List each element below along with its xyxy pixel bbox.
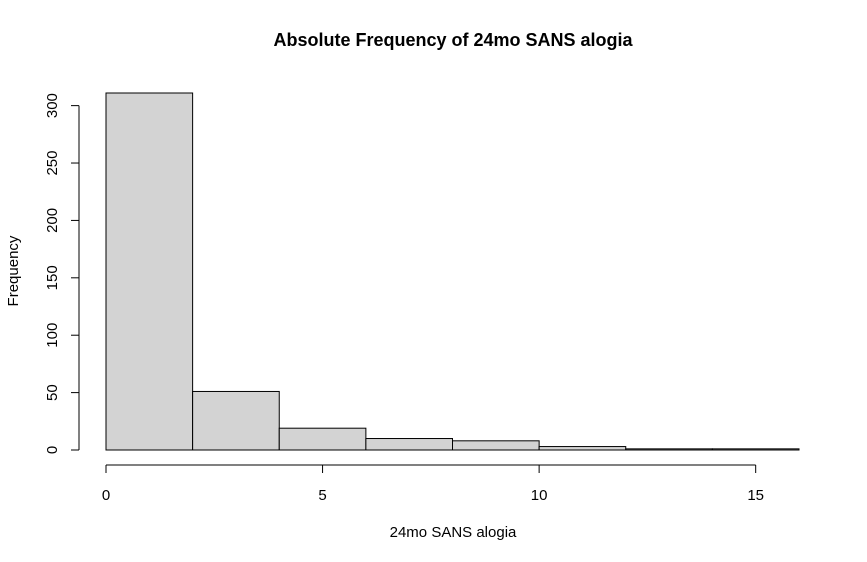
histogram-bar — [538, 446, 627, 451]
x-tick-label: 0 — [102, 487, 110, 504]
x-axis-label: 24mo SANS alogia — [390, 524, 517, 541]
y-axis: 0 50 100 150 200 250 300 — [44, 93, 80, 454]
y-tick-label: 50 — [44, 384, 61, 401]
histogram-bar — [278, 427, 367, 451]
x-tick-label: 5 — [318, 487, 326, 504]
histogram-bar — [625, 448, 713, 451]
x-tick-label: 15 — [747, 487, 764, 504]
x-tick-label: 10 — [531, 487, 548, 504]
y-tick-label: 300 — [44, 93, 61, 118]
chart-title: Absolute Frequency of 24mo SANS alogia — [273, 30, 633, 50]
x-axis: 0 5 10 15 — [102, 464, 764, 504]
y-axis-label: Frequency — [5, 235, 22, 306]
histogram-bar — [711, 448, 800, 451]
y-tick-label: 250 — [44, 151, 61, 176]
histogram-bar — [192, 390, 280, 451]
histogram-bar — [365, 438, 453, 451]
y-tick-label: 150 — [44, 265, 61, 290]
y-tick-label: 0 — [44, 446, 61, 454]
histogram-bar — [452, 440, 540, 451]
y-tick-label: 100 — [44, 323, 61, 348]
histogram-bar — [105, 92, 194, 451]
y-tick-label: 200 — [44, 208, 61, 233]
bars-group — [105, 92, 800, 451]
